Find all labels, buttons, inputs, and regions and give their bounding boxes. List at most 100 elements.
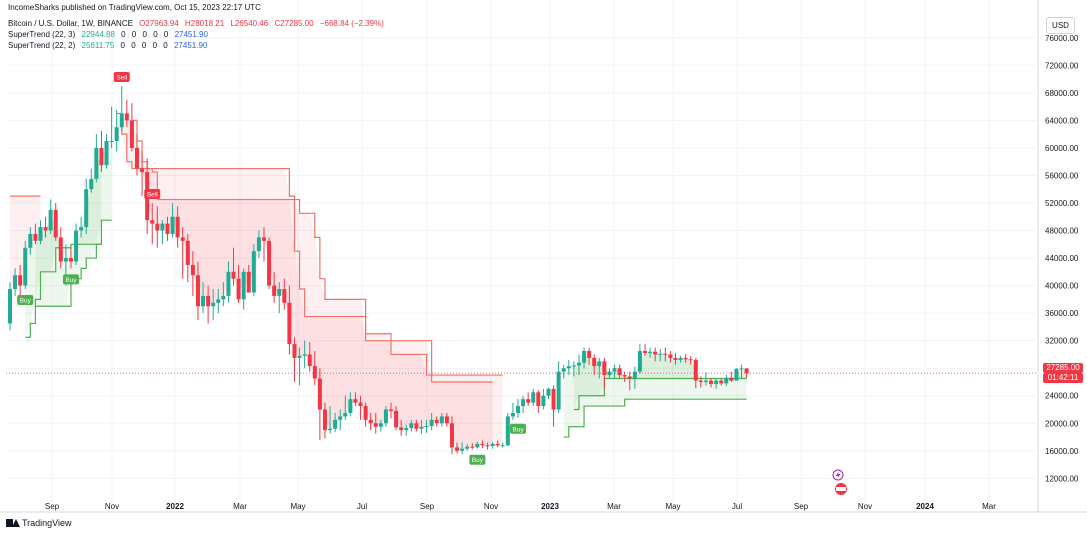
candle-down bbox=[653, 351, 658, 355]
symbol-legend: Bitcoin / U.S. Dollar, 1W, BINANCE O2796… bbox=[8, 19, 388, 28]
supertrend-down-fill bbox=[116, 113, 493, 450]
candle-up bbox=[226, 271, 231, 296]
buy-signal: Buy bbox=[17, 295, 34, 306]
candle-up bbox=[541, 395, 546, 407]
chart-misc bbox=[832, 469, 847, 495]
candle-down bbox=[389, 409, 393, 411]
supertrend-lines bbox=[10, 112, 747, 438]
x-tick-label: 2024 bbox=[916, 502, 934, 511]
x-tick-label: 2023 bbox=[541, 502, 559, 511]
candle-down bbox=[744, 368, 749, 374]
ohlc-low: L26540.46 bbox=[230, 19, 269, 28]
candle-down bbox=[99, 147, 104, 166]
supertrend-up-line bbox=[25, 243, 102, 338]
candle-down bbox=[729, 377, 734, 381]
candle-down bbox=[150, 220, 155, 224]
candle-up bbox=[201, 295, 206, 307]
supertrend-2-v3: 0 bbox=[141, 41, 147, 50]
signal-label: Buy bbox=[20, 298, 32, 305]
x-axis: Sep Nov 2022 Mar May Jul Sep Nov 2023 Mar May Jul Se… bbox=[45, 502, 996, 511]
y-tick-label: 72000.00 bbox=[1045, 61, 1079, 70]
candle-up bbox=[739, 368, 744, 370]
candle-down bbox=[536, 392, 541, 407]
candle-down bbox=[190, 264, 195, 276]
supertrend-down-line bbox=[131, 119, 503, 376]
y-tick-label: 24000.00 bbox=[1045, 392, 1079, 401]
candle-up bbox=[94, 147, 99, 179]
supertrend-1-v2: 0 bbox=[131, 30, 137, 39]
ohlc-change: −668.84 (−2.39%) bbox=[319, 19, 384, 28]
candle-up bbox=[724, 377, 729, 384]
candle-up bbox=[490, 443, 495, 446]
y-tick-label: 36000.00 bbox=[1045, 309, 1079, 318]
candle-down bbox=[282, 289, 287, 303]
supertrend-1-v6: 27451.90 bbox=[174, 30, 208, 39]
supertrend-up-line bbox=[35, 219, 112, 307]
symbol-name: Bitcoin / U.S. Dollar, 1W, BINANCE bbox=[8, 19, 133, 28]
flag-stripe-icon bbox=[836, 487, 846, 491]
candle-down bbox=[709, 380, 714, 385]
supertrend-1-name: SuperTrend (22, 3) bbox=[8, 30, 76, 39]
candle-down bbox=[399, 427, 404, 431]
candle-up bbox=[241, 271, 246, 300]
candle-up bbox=[409, 423, 414, 429]
candle-down bbox=[617, 368, 622, 376]
candle-up bbox=[505, 416, 510, 446]
candle-down bbox=[68, 258, 73, 262]
candle-up bbox=[516, 406, 520, 413]
candle-up bbox=[546, 388, 551, 396]
candle-down bbox=[165, 223, 170, 234]
signal-badge bbox=[510, 423, 526, 434]
candle-down bbox=[58, 237, 63, 262]
supertrend-2-value: 25611.75 bbox=[81, 41, 115, 50]
buy-signal: Buy bbox=[510, 423, 526, 434]
sell-signal: Sell bbox=[113, 71, 130, 82]
candle-down bbox=[688, 359, 693, 361]
x-tick-label: Mar bbox=[233, 502, 247, 511]
candle-down bbox=[185, 240, 190, 265]
candle-down bbox=[317, 378, 322, 410]
candle-up bbox=[460, 448, 465, 451]
candle-down bbox=[195, 275, 200, 307]
supertrend-up-fill bbox=[563, 352, 747, 438]
x-tick-label: Sep bbox=[45, 502, 60, 511]
candle-down bbox=[307, 354, 312, 367]
candle-down bbox=[719, 380, 724, 384]
candle-down bbox=[643, 350, 647, 354]
signal-badge bbox=[17, 295, 34, 306]
candle-up bbox=[63, 258, 68, 262]
ohlc-open: O27963.94 bbox=[139, 19, 179, 28]
candle-down bbox=[673, 357, 678, 360]
candle-down bbox=[627, 376, 632, 379]
supertrend-2-legend[interactable]: SuperTrend (22, 2) 25611.75 0 0 0 0 0 27… bbox=[8, 41, 211, 50]
candle-down bbox=[140, 168, 145, 173]
candle-down bbox=[470, 446, 475, 448]
x-tick-label: 2022 bbox=[166, 502, 184, 511]
supertrend-2-v1: 0 bbox=[120, 41, 125, 50]
candle-down bbox=[455, 447, 460, 451]
candle-up bbox=[597, 361, 602, 367]
x-tick-label: Mar bbox=[607, 502, 621, 511]
candle-down bbox=[434, 419, 439, 424]
supertrend-1-v3: 0 bbox=[142, 30, 147, 39]
x-tick-label: May bbox=[290, 502, 305, 511]
candle-up bbox=[114, 127, 119, 142]
currency-button[interactable]: USD bbox=[1046, 17, 1075, 34]
candle-up bbox=[221, 295, 226, 300]
buy-signal: Buy bbox=[469, 454, 486, 465]
tradingview-logo[interactable]: TradingView bbox=[6, 518, 72, 528]
y-tick-label: 20000.00 bbox=[1045, 419, 1079, 428]
candle-up bbox=[556, 371, 561, 410]
supertrend-1-legend[interactable]: SuperTrend (22, 3) 22944.88 0 0 0 0 0 27… bbox=[8, 30, 212, 39]
candle-up bbox=[277, 289, 282, 296]
last-price-tag: 27285.00 bbox=[1043, 363, 1083, 374]
candle-up bbox=[333, 419, 338, 429]
candle-down bbox=[33, 233, 38, 241]
candle-down bbox=[444, 416, 449, 424]
x-tick-label: Nov bbox=[105, 502, 119, 511]
candle-up bbox=[23, 247, 28, 286]
candle-down bbox=[175, 216, 180, 238]
candle-down bbox=[668, 354, 673, 358]
